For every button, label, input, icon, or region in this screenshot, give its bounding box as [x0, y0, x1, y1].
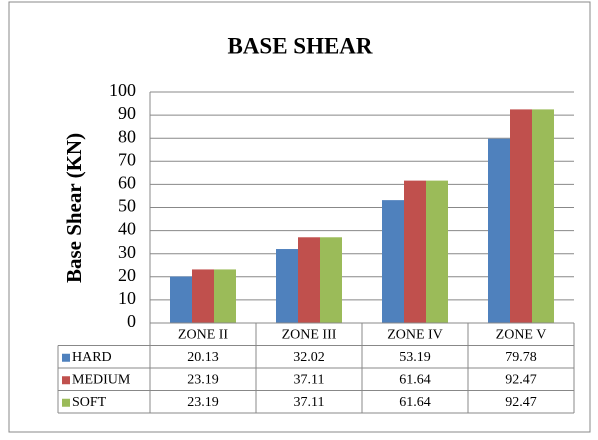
bar: [426, 180, 448, 323]
table-value: 61.64: [399, 395, 431, 410]
bar: [214, 269, 236, 323]
legend-label: HARD: [72, 350, 112, 365]
legend-key: [62, 353, 70, 362]
chart-title: BASE SHEAR: [227, 33, 372, 58]
bar: [170, 276, 192, 323]
y-tick-label: 100: [109, 80, 136, 100]
table-value: 79.78: [505, 350, 537, 365]
y-tick-label: 0: [127, 311, 136, 331]
table-value: 37.11: [294, 395, 325, 410]
table-value: 32.02: [293, 350, 325, 365]
table-value: 23.19: [187, 372, 219, 387]
bar: [382, 200, 404, 323]
bar: [510, 109, 532, 323]
x-tick-label: ZONE IV: [387, 327, 443, 342]
y-tick-label: 50: [118, 196, 136, 216]
y-tick-label: 20: [118, 265, 136, 285]
table-value: 37.11: [294, 372, 325, 387]
table-value: 92.47: [505, 395, 537, 410]
table-value: 20.13: [187, 350, 219, 365]
legend-key: [62, 376, 70, 385]
y-tick-label: 40: [118, 219, 136, 239]
x-tick-label: ZONE III: [282, 327, 337, 342]
y-tick-label: 80: [118, 126, 136, 146]
bar: [276, 249, 298, 323]
bar: [298, 237, 320, 323]
legend-key: [62, 398, 70, 407]
table-value: 53.19: [399, 350, 431, 365]
bar: [488, 138, 510, 323]
bar: [192, 269, 214, 323]
bar: [532, 109, 554, 323]
bar: [404, 180, 426, 323]
table-value: 92.47: [505, 372, 537, 387]
x-tick-label: ZONE II: [178, 327, 228, 342]
y-tick-label: 70: [118, 149, 136, 169]
y-tick-label: 10: [118, 288, 136, 308]
x-tick-label: ZONE V: [496, 327, 547, 342]
y-tick-label: 90: [118, 103, 136, 123]
y-tick-label: 30: [118, 242, 136, 262]
y-axis-title: Base Shear (KN): [62, 133, 86, 283]
y-tick-label: 60: [118, 173, 136, 193]
table-value: 23.19: [187, 395, 219, 410]
legend-label: MEDIUM: [72, 372, 131, 387]
legend-label: SOFT: [72, 395, 107, 410]
bar: [320, 237, 342, 323]
table-value: 61.64: [399, 372, 431, 387]
